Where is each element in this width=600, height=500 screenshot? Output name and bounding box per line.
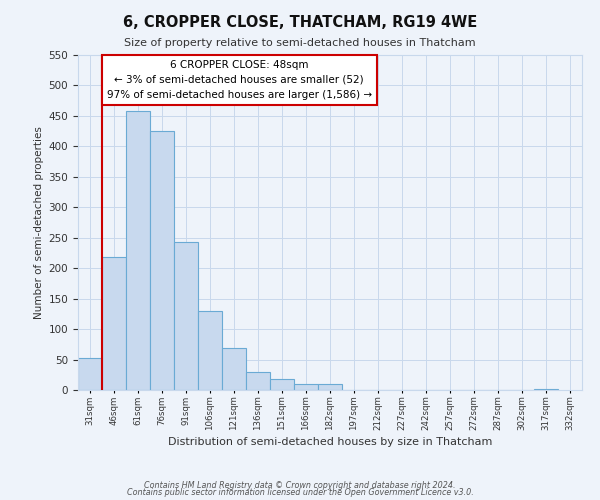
Text: 6, CROPPER CLOSE, THATCHAM, RG19 4WE: 6, CROPPER CLOSE, THATCHAM, RG19 4WE xyxy=(123,15,477,30)
Bar xyxy=(150,131,174,390)
Bar xyxy=(78,358,102,390)
Bar xyxy=(270,379,294,390)
Text: Contains public sector information licensed under the Open Government Licence v3: Contains public sector information licen… xyxy=(127,488,473,497)
Y-axis label: Number of semi-detached properties: Number of semi-detached properties xyxy=(34,126,44,319)
Bar xyxy=(246,372,270,390)
Bar xyxy=(102,257,126,390)
Text: Contains HM Land Registry data © Crown copyright and database right 2024.: Contains HM Land Registry data © Crown c… xyxy=(144,480,456,490)
Text: Size of property relative to semi-detached houses in Thatcham: Size of property relative to semi-detach… xyxy=(124,38,476,48)
Bar xyxy=(174,242,198,390)
Bar xyxy=(222,348,246,390)
X-axis label: Distribution of semi-detached houses by size in Thatcham: Distribution of semi-detached houses by … xyxy=(168,438,492,448)
Bar xyxy=(534,389,558,390)
Bar xyxy=(318,384,342,390)
Bar xyxy=(198,312,222,390)
Text: 6 CROPPER CLOSE: 48sqm
← 3% of semi-detached houses are smaller (52)
97% of semi: 6 CROPPER CLOSE: 48sqm ← 3% of semi-deta… xyxy=(107,60,372,100)
Bar xyxy=(126,111,150,390)
Bar xyxy=(294,384,318,390)
